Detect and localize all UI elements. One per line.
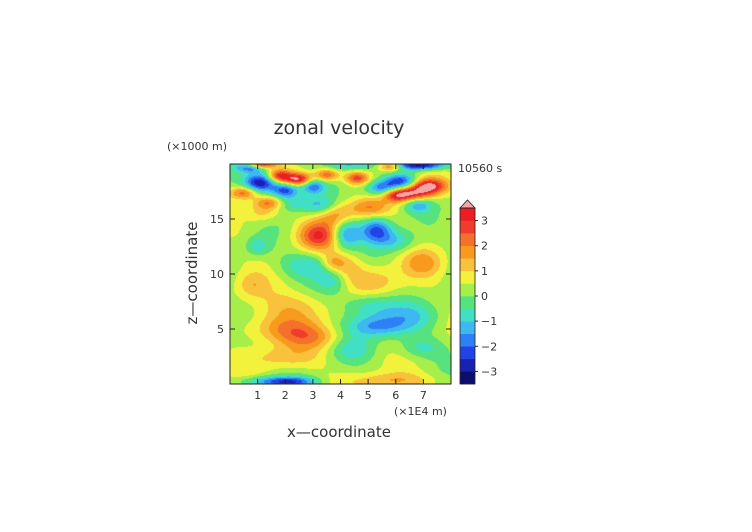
y-axis-ticks: 5 10 15 xyxy=(210,213,451,336)
chart-title: zonal velocity xyxy=(274,117,405,139)
y-axis-label: z—coordinate xyxy=(183,222,201,325)
colorbar-tick-label: 1 xyxy=(481,265,488,278)
velocity-field xyxy=(230,164,451,384)
x-axis-ticks: 1 2 3 4 5 6 7 xyxy=(254,164,427,402)
colorbar-segment xyxy=(460,346,475,360)
x-tick-label: 2 xyxy=(282,389,289,402)
colorbar-tick-label: 3 xyxy=(481,215,488,228)
y-tick-label: 5 xyxy=(217,323,224,336)
colorbar-segment xyxy=(460,371,475,385)
x-tick-label: 3 xyxy=(309,389,316,402)
colorbar-segment xyxy=(460,270,475,284)
colorbar: 3 2 1 0 −1 −2 −3 xyxy=(459,199,497,385)
x-tick-label: 5 xyxy=(365,389,372,402)
colorbar-segment xyxy=(460,308,475,322)
colorbar-tick-label: −2 xyxy=(481,340,497,353)
colorbar-segment xyxy=(460,208,475,221)
colorbar-tick-label: 0 xyxy=(481,290,488,303)
colorbar-tick-label: −3 xyxy=(481,365,497,378)
time-label: 10560 s xyxy=(458,162,502,175)
x-tick-label: 4 xyxy=(337,389,344,402)
x-tick-label: 1 xyxy=(254,389,261,402)
colorbar-segment xyxy=(460,333,475,347)
colorbar-tick-label: 2 xyxy=(481,240,488,253)
y-unit-label: (×1000 m) xyxy=(167,140,227,153)
colorbar-segment xyxy=(460,258,475,272)
x-unit-label: (×1E4 m) xyxy=(394,405,447,418)
colorbar-arrow xyxy=(459,199,476,209)
x-axis-label: x—coordinate xyxy=(287,423,391,441)
y-tick-label: 10 xyxy=(210,268,224,281)
colorbar-segment xyxy=(460,358,475,372)
y-tick-label: 15 xyxy=(210,213,224,226)
x-tick-label: 6 xyxy=(392,389,399,402)
colorbar-segment xyxy=(460,283,475,297)
colorbar-segment xyxy=(460,296,475,309)
colorbar-segment xyxy=(460,321,475,335)
colorbar-tick-label: −1 xyxy=(481,315,497,328)
colorbar-segment xyxy=(460,233,475,247)
x-tick-label: 7 xyxy=(420,389,427,402)
colorbar-segment xyxy=(460,245,475,259)
colorbar-segment xyxy=(460,220,475,234)
